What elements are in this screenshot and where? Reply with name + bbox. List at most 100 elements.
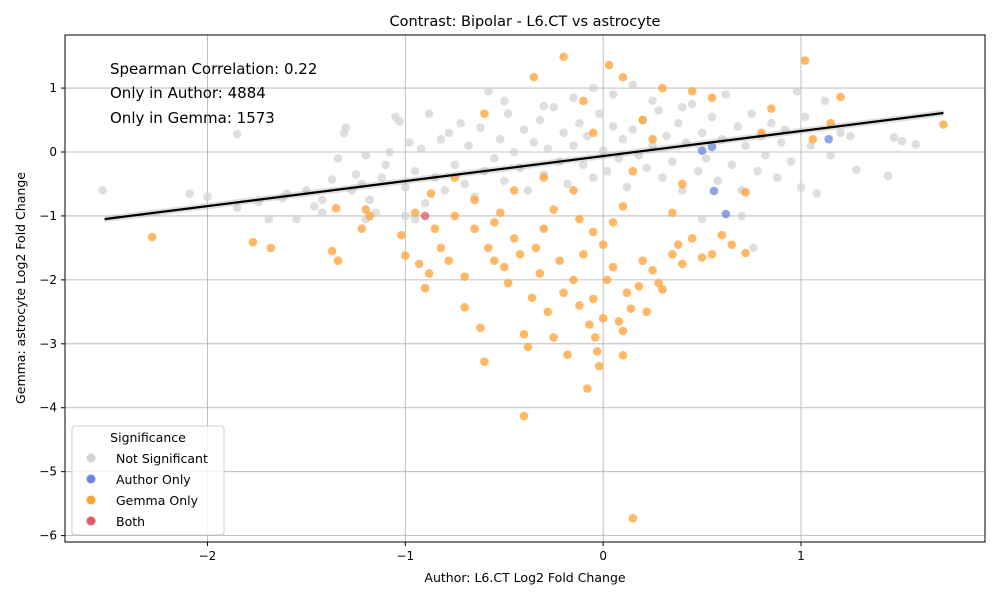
- point-not-significant: [569, 141, 578, 150]
- point-not-significant: [786, 157, 796, 166]
- annotation-spearman: Spearman Correlation: 0.22: [110, 60, 317, 78]
- point-not-significant: [476, 123, 485, 133]
- point-not-significant: [634, 150, 644, 160]
- point-not-significant: [563, 179, 572, 189]
- point-gemma-only: [248, 237, 258, 247]
- point-not-significant: [800, 112, 810, 122]
- point-not-significant: [401, 182, 410, 192]
- point-gemma-only: [535, 269, 545, 278]
- point-not-significant: [588, 173, 598, 182]
- point-gemma-only: [826, 118, 835, 128]
- point-gemma-only: [604, 60, 614, 70]
- point-gemma-only: [687, 234, 697, 243]
- point-not-significant: [608, 90, 618, 99]
- point-gemma-only: [480, 109, 489, 118]
- point-gemma-only: [543, 307, 553, 317]
- point-not-significant: [404, 138, 414, 147]
- point-not-significant: [203, 192, 212, 202]
- regression-line-group: [104, 109, 944, 223]
- legend-label-both: Both: [116, 514, 145, 529]
- point-not-significant: [539, 101, 549, 111]
- point-gemma-only: [608, 262, 618, 272]
- point-author-only: [707, 142, 717, 152]
- point-not-significant: [523, 186, 533, 195]
- point-not-significant: [796, 182, 806, 192]
- legend-marker-author-only: [86, 474, 96, 484]
- legend-box: [71, 425, 225, 536]
- point-not-significant: [499, 176, 509, 186]
- point-gemma-only: [460, 272, 469, 281]
- point-gemma-only: [668, 249, 677, 259]
- point-gemma-only: [614, 317, 624, 326]
- point-gemma-only: [579, 249, 588, 259]
- point-not-significant: [450, 160, 460, 170]
- point-not-significant: [535, 115, 545, 125]
- point-gemma-only: [590, 333, 600, 342]
- point-not-significant: [674, 118, 683, 128]
- point-gemma-only: [327, 246, 337, 256]
- point-not-significant: [618, 134, 628, 144]
- point-not-significant: [677, 102, 687, 112]
- point-not-significant: [614, 154, 624, 163]
- point-gemma-only: [626, 304, 636, 313]
- point-not-significant: [648, 96, 657, 106]
- point-not-significant: [733, 122, 742, 131]
- point-not-significant: [509, 147, 519, 157]
- annotation-only-gemma: Only in Gemma: 1573: [110, 109, 275, 127]
- point-gemma-only: [515, 249, 525, 259]
- point-gemma-only: [549, 333, 558, 342]
- point-gemma-only: [648, 265, 657, 275]
- point-not-significant: [713, 176, 723, 186]
- point-gemma-only: [642, 307, 651, 317]
- point-gemma-only: [618, 202, 628, 211]
- legend-label-gemma-only: Gemma Only: [116, 493, 199, 508]
- legend-label-author-only: Author Only: [116, 472, 191, 487]
- point-gemma-only: [549, 205, 558, 214]
- point-not-significant: [889, 132, 899, 142]
- point-gemma-only: [397, 230, 406, 240]
- point-gemma-only: [539, 173, 549, 182]
- y-tick-label: −1: [39, 209, 57, 223]
- legend: Significance Not Significant Author Only…: [71, 425, 225, 536]
- point-not-significant: [654, 106, 663, 115]
- point-not-significant: [327, 175, 337, 184]
- point-not-significant: [662, 131, 671, 141]
- point-gemma-only: [618, 326, 628, 336]
- point-gemma-only: [628, 166, 638, 176]
- point-not-significant: [351, 170, 361, 179]
- point-not-significant: [852, 165, 861, 175]
- point-gemma-only: [687, 86, 697, 96]
- point-gemma-only: [484, 243, 493, 253]
- point-gemma-only: [569, 275, 578, 285]
- point-not-significant: [341, 123, 351, 133]
- point-gemma-only: [583, 384, 592, 393]
- point-not-significant: [499, 96, 509, 106]
- point-gemma-only: [333, 256, 343, 265]
- regression-line: [104, 111, 944, 221]
- point-not-significant: [594, 109, 604, 118]
- point-gemma-only: [499, 262, 509, 272]
- point-gemma-only: [430, 224, 440, 234]
- point-gemma-only: [628, 514, 638, 523]
- point-gemma-only: [414, 259, 424, 269]
- point-not-significant: [424, 109, 434, 118]
- point-gemma-only: [563, 350, 572, 359]
- point-gemma-only: [519, 329, 529, 339]
- point-not-significant: [309, 202, 319, 211]
- point-not-significant: [792, 86, 802, 96]
- point-not-significant: [503, 109, 513, 118]
- point-gemma-only: [602, 275, 612, 285]
- point-not-significant: [264, 214, 274, 224]
- point-not-significant: [761, 150, 770, 160]
- point-gemma-only: [527, 293, 537, 303]
- point-gemma-only: [727, 240, 737, 250]
- point-gemma-only: [575, 301, 584, 310]
- point-gemma-only: [697, 253, 707, 262]
- y-tick-label: 0: [49, 145, 57, 159]
- point-not-significant: [721, 90, 731, 99]
- point-not-significant: [549, 102, 558, 112]
- point-gemma-only: [767, 104, 776, 113]
- point-gemma-only: [588, 294, 598, 304]
- point-gemma-only: [420, 283, 430, 293]
